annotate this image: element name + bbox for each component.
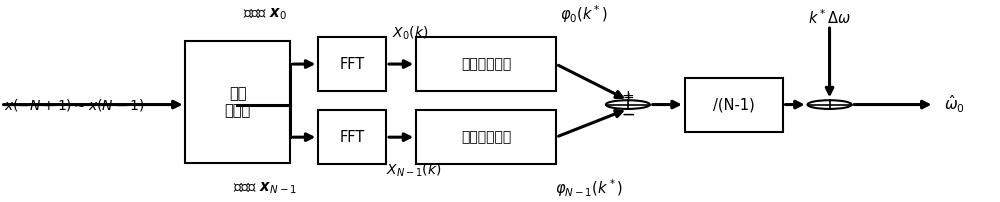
Text: 首子段 $\boldsymbol{x}_0$: 首子段 $\boldsymbol{x}_0$ bbox=[243, 6, 287, 22]
Text: 取峰值谱相角: 取峰值谱相角 bbox=[461, 57, 511, 71]
Bar bbox=[416, 37, 556, 91]
Text: $\hat{\omega}_0$: $\hat{\omega}_0$ bbox=[944, 94, 965, 115]
Text: FFT: FFT bbox=[340, 130, 365, 145]
Bar bbox=[416, 110, 556, 164]
Circle shape bbox=[606, 100, 650, 109]
Bar bbox=[318, 37, 386, 91]
Circle shape bbox=[808, 100, 852, 109]
Text: 取峰值谱相角: 取峰值谱相角 bbox=[461, 130, 511, 144]
Text: −: − bbox=[621, 106, 635, 124]
Text: $\varphi_0(k^*)$: $\varphi_0(k^*)$ bbox=[560, 3, 608, 25]
Text: FFT: FFT bbox=[340, 57, 365, 72]
Text: +: + bbox=[621, 89, 634, 104]
Text: 尾子段 $\boldsymbol{x}_{N-1}$: 尾子段 $\boldsymbol{x}_{N-1}$ bbox=[233, 180, 297, 196]
Text: /(N-1): /(N-1) bbox=[713, 97, 755, 112]
Bar bbox=[318, 110, 386, 164]
Text: +: + bbox=[622, 91, 634, 105]
Text: $k^*\Delta\omega$: $k^*\Delta\omega$ bbox=[808, 8, 851, 27]
Bar bbox=[185, 41, 290, 163]
Text: $X_{N-1}(k)$: $X_{N-1}(k)$ bbox=[386, 162, 442, 179]
Text: $\varphi_{N-1}(k^*)$: $\varphi_{N-1}(k^*)$ bbox=[555, 177, 623, 199]
Text: $x(-N+1)\sim x(N-1)$: $x(-N+1)\sim x(N-1)$ bbox=[4, 97, 144, 113]
Text: 构造
双子段: 构造 双子段 bbox=[225, 86, 251, 118]
Text: −: − bbox=[621, 106, 634, 122]
Text: $X_0(k)$: $X_0(k)$ bbox=[392, 24, 428, 42]
Bar bbox=[685, 78, 783, 132]
